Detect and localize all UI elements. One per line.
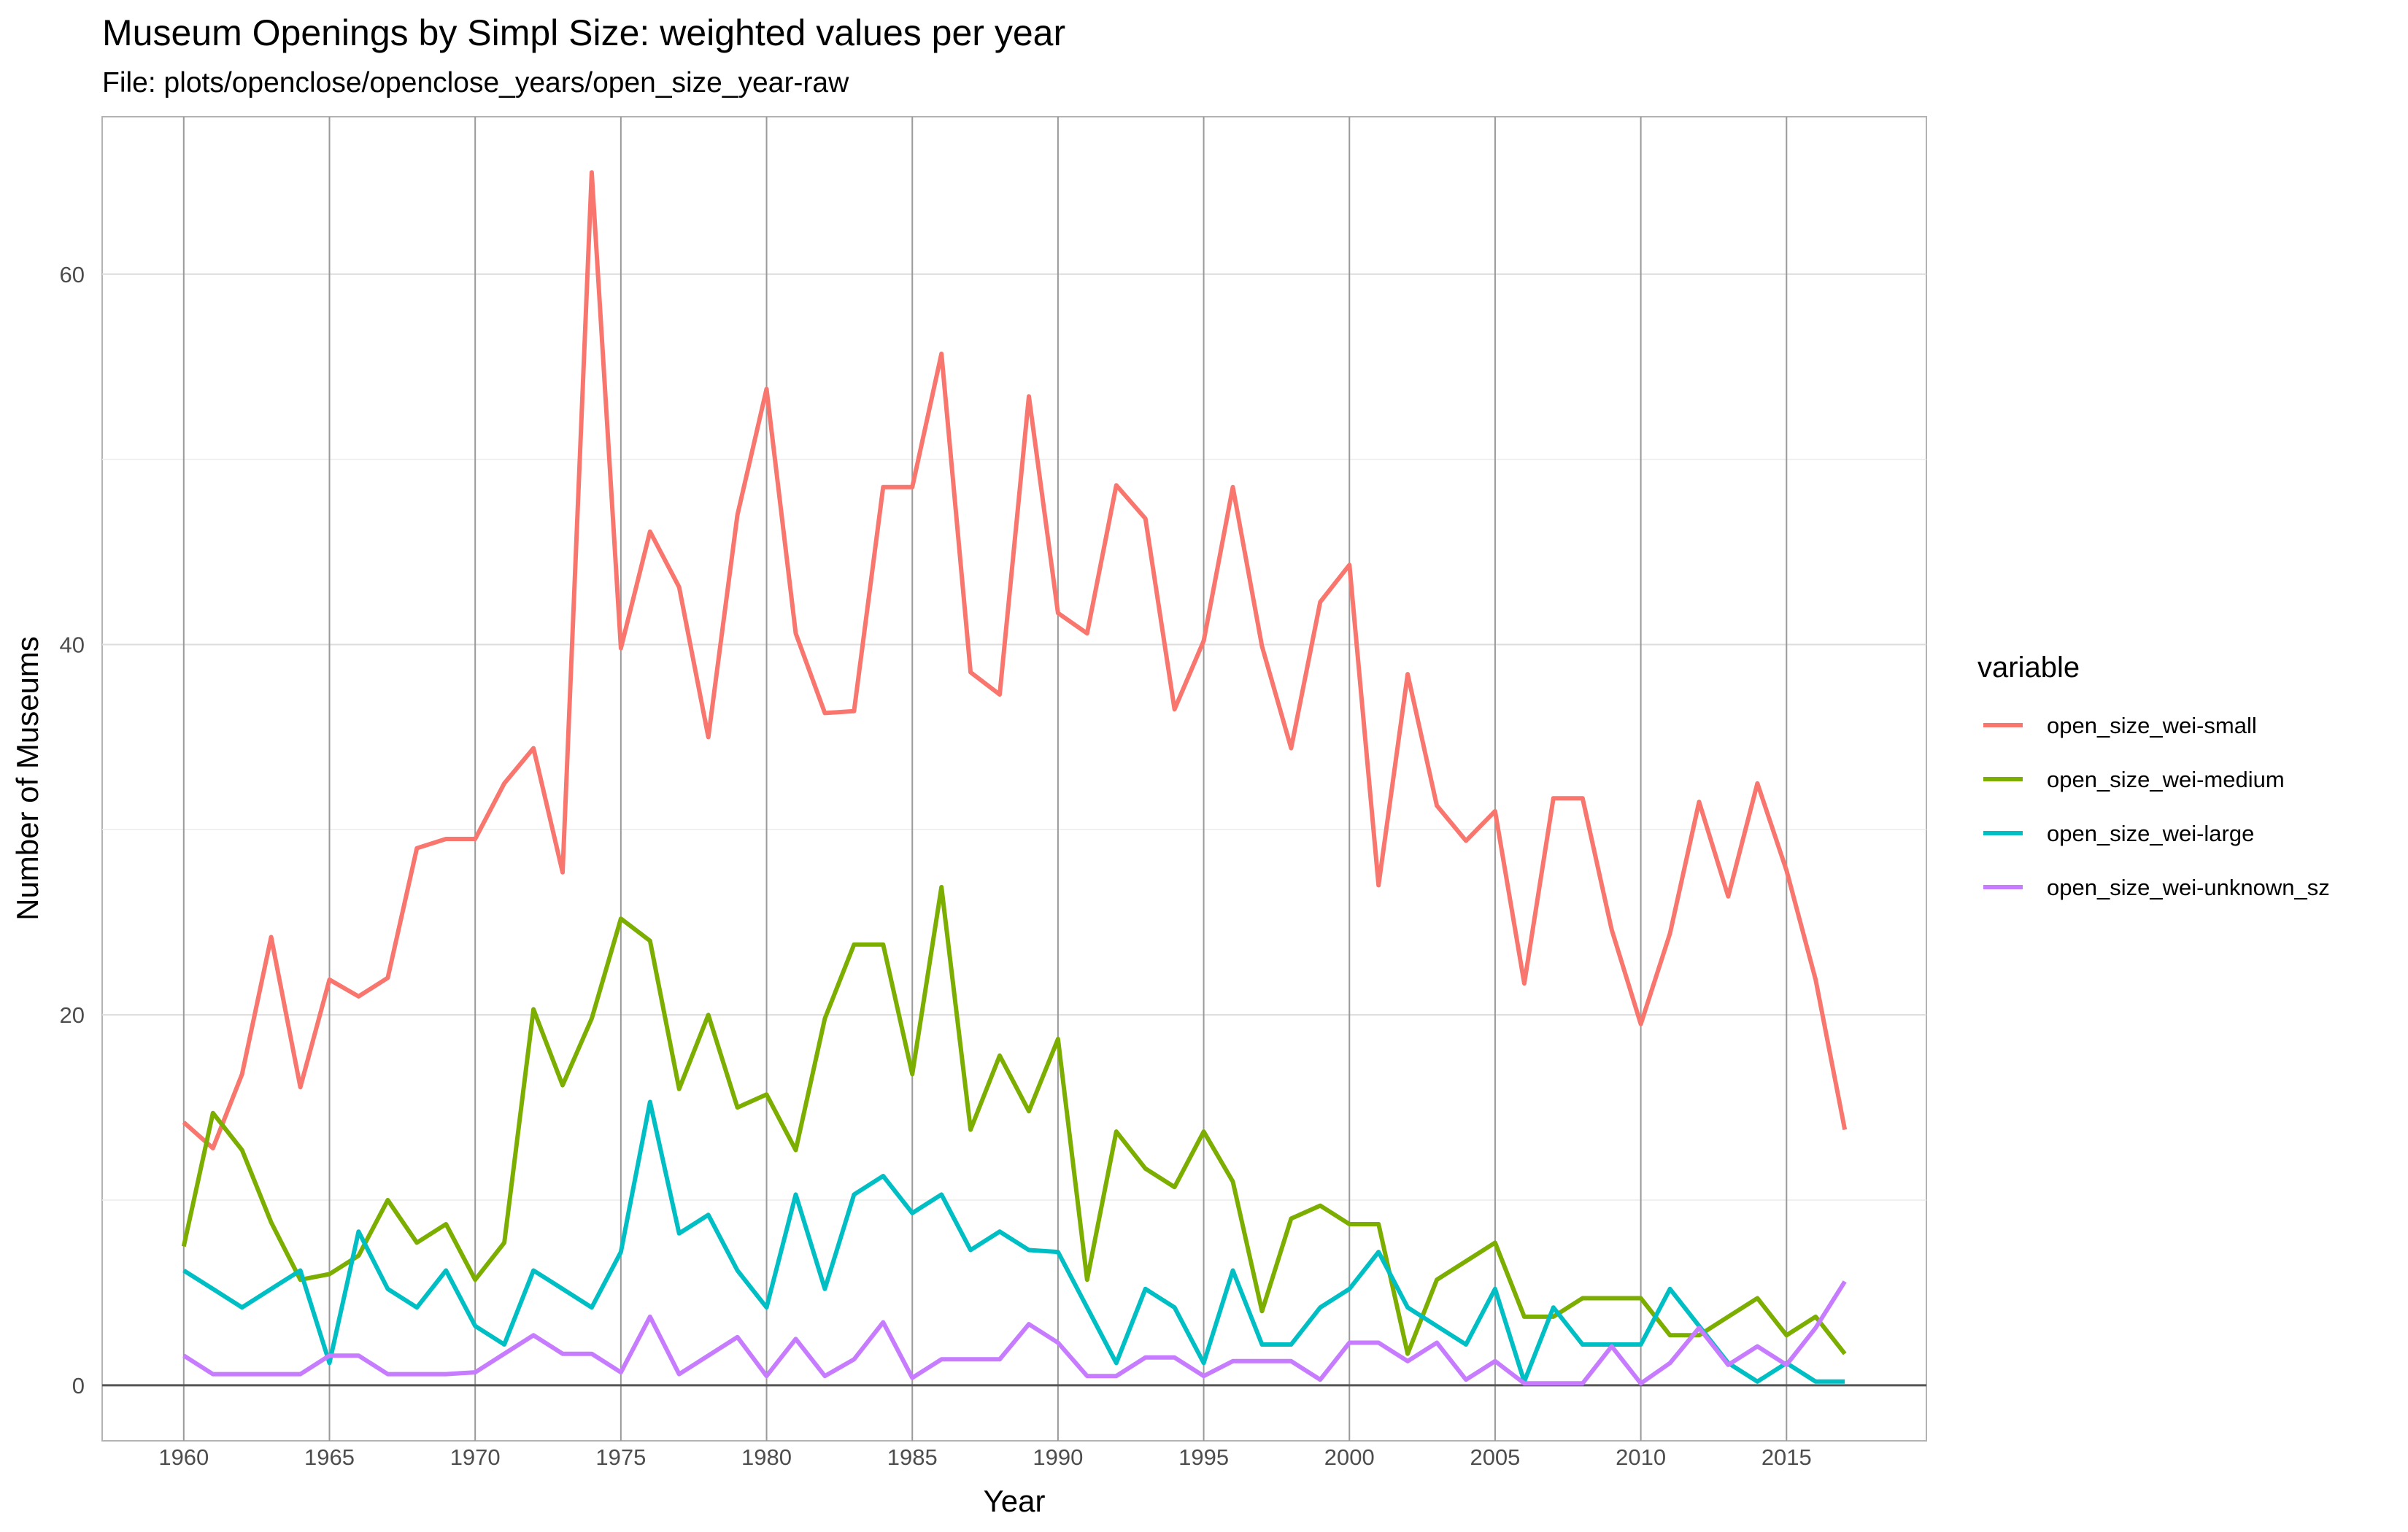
x-tick-label: 1985: [887, 1444, 938, 1470]
x-tick-label: 1965: [304, 1444, 355, 1470]
y-tick-label: 60: [60, 262, 85, 287]
x-tick-label: 1975: [595, 1444, 646, 1470]
x-tick-label: 2005: [1470, 1444, 1520, 1470]
series-line-open_size_wei-large: [182, 1099, 1845, 1384]
legend-label-open_size_wei-large: open_size_wei-large: [2047, 821, 2254, 846]
x-tick-label: 1990: [1033, 1444, 1083, 1470]
major-y-gridlines: [102, 273, 1926, 1016]
plot-panel-border: [101, 116, 1927, 1442]
legend-label-open_size_wei-medium: open_size_wei-medium: [2047, 767, 2285, 792]
legend-items: open_size_wei-small open_size_wei-mediumo…: [1983, 713, 2330, 900]
y-tick-label: 0: [72, 1373, 85, 1398]
chart-subtitle: File: plots/openclose/openclose_years/op…: [102, 67, 849, 98]
major-x-gridlines: [182, 117, 1788, 1441]
x-tick-labels: 1960 1965 1970 1975 1980 1985 1990 1995 2000 2005…: [158, 1444, 1811, 1470]
legend-label-open_size_wei-unknown_sz: open_size_wei-unknown_sz: [2047, 875, 2330, 900]
y-tick-labels: 0 20 40 60: [60, 262, 85, 1398]
minor-gridlines: [102, 458, 1926, 1201]
x-axis-title: Year: [984, 1484, 1046, 1518]
legend: variable open_size_wei-smallopen_size_we…: [1977, 651, 2330, 900]
legend-title: variable: [1977, 651, 2080, 684]
series-lines: [181, 170, 1848, 1386]
x-tick-label: 2015: [1761, 1444, 1812, 1470]
x-tick-label: 1960: [158, 1444, 209, 1470]
x-tick-label: 2010: [1616, 1444, 1666, 1470]
x-tick-label: 1980: [741, 1444, 792, 1470]
x-tick-label: 1970: [450, 1444, 501, 1470]
chart-title: Museum Openings by Simpl Size: weighted …: [102, 12, 1065, 53]
series-line-open_size_wei-unknown_sz: [182, 1280, 1847, 1386]
y-tick-label: 20: [60, 1002, 85, 1028]
y-tick-label: 40: [60, 632, 85, 657]
series-line-open_size_wei-small: [182, 170, 1848, 1150]
y-axis-title: Number of Museums: [10, 636, 45, 921]
x-tick-label: 2000: [1324, 1444, 1375, 1470]
series-line-open_size_wei-medium: [181, 885, 1847, 1356]
legend-label-open_size_wei-small: open_size_wei-small: [2047, 713, 2257, 738]
x-tick-label: 1995: [1178, 1444, 1229, 1470]
